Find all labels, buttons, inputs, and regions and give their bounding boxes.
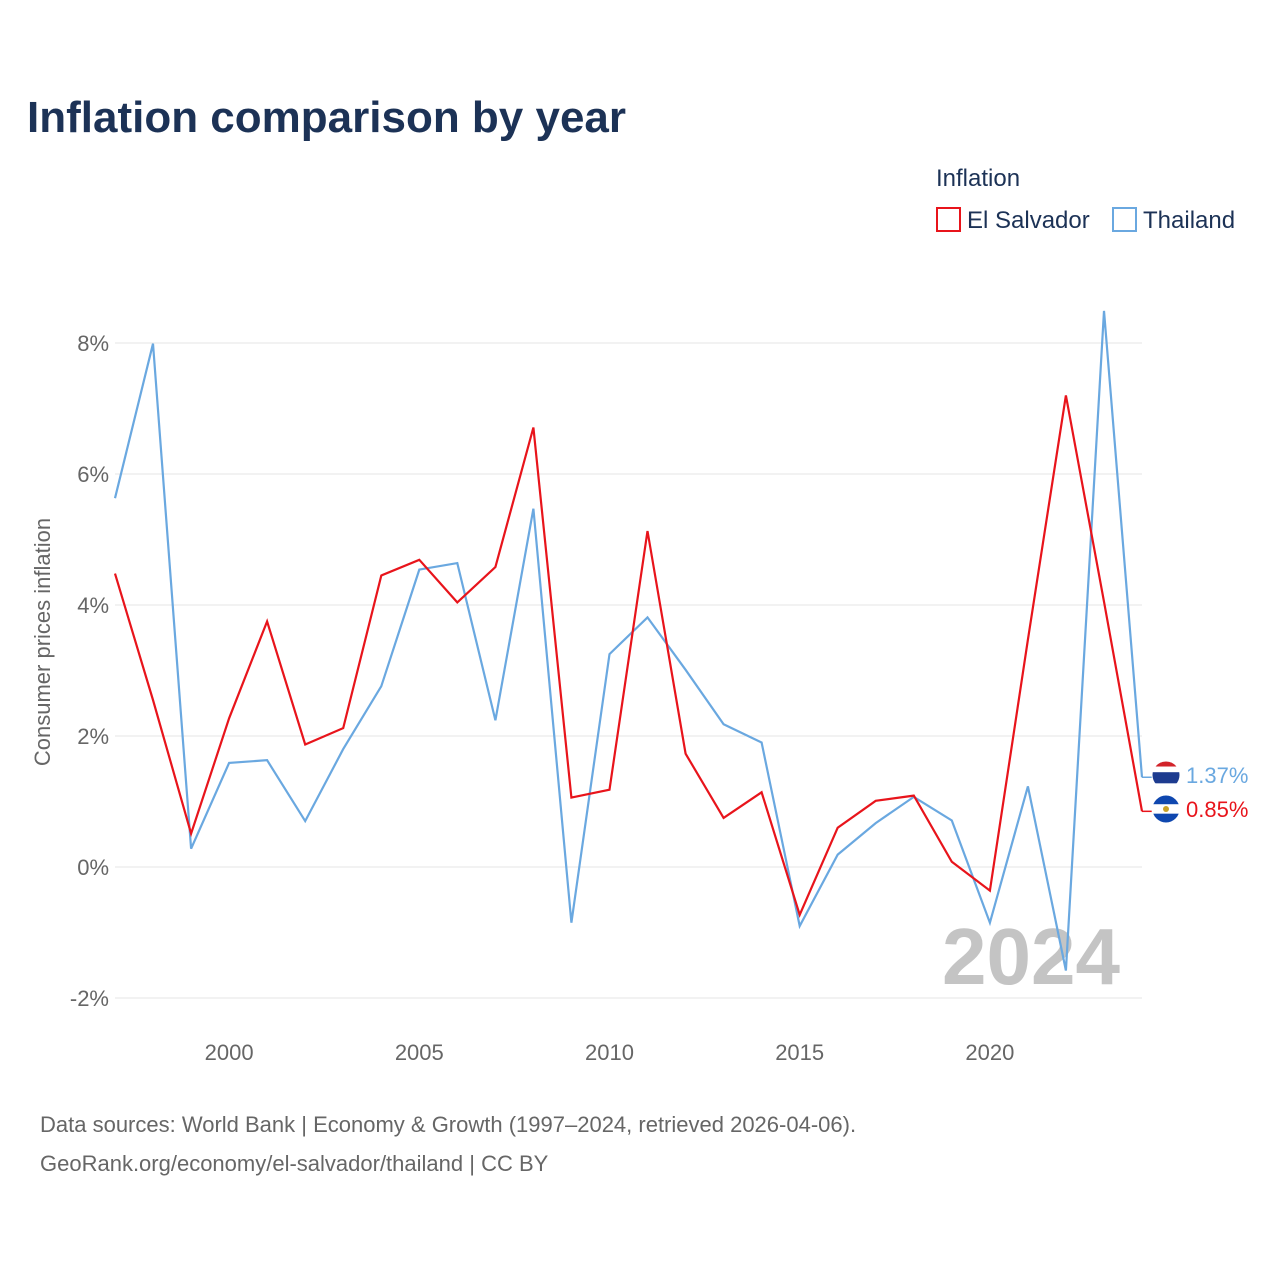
data-point-thailand[interactable] — [836, 853, 840, 857]
end-value-label-el-salvador: 0.85% — [1186, 797, 1248, 822]
data-point-el-salvador[interactable] — [493, 565, 497, 569]
data-point-thailand[interactable] — [1026, 784, 1030, 788]
data-point-el-salvador[interactable] — [798, 913, 802, 917]
data-point-thailand[interactable] — [455, 561, 459, 565]
y-tick-label: 6% — [77, 462, 109, 487]
legend-label-thailand: Thailand — [1143, 207, 1235, 234]
source-line-2[interactable]: GeoRank.org/economy/el-salvador/thailand… — [40, 1151, 549, 1176]
data-point-thailand[interactable] — [1064, 968, 1068, 972]
data-point-thailand[interactable] — [569, 921, 573, 925]
data-point-el-salvador[interactable] — [646, 529, 650, 533]
data-point-thailand[interactable] — [684, 668, 688, 672]
data-point-thailand[interactable] — [151, 342, 155, 346]
data-point-thailand[interactable] — [227, 761, 231, 765]
data-point-el-salvador[interactable] — [379, 574, 383, 578]
flag-icon-thailand — [1151, 760, 1181, 790]
data-point-el-salvador[interactable] — [874, 799, 878, 803]
data-point-thailand[interactable] — [988, 921, 992, 925]
data-point-thailand[interactable] — [531, 507, 535, 511]
series-lines — [113, 309, 1144, 972]
data-point-el-salvador[interactable] — [912, 794, 916, 798]
legend-title: Inflation — [936, 165, 1020, 192]
y-tick-label: 8% — [77, 331, 109, 356]
x-tick-label: 2000 — [205, 1040, 254, 1065]
data-point-el-salvador[interactable] — [227, 716, 231, 720]
gridlines — [115, 342, 1142, 999]
data-point-thailand[interactable] — [874, 821, 878, 825]
data-point-el-salvador[interactable] — [950, 860, 954, 864]
y-tick-label: 4% — [77, 593, 109, 618]
data-point-thailand[interactable] — [379, 684, 383, 688]
data-point-el-salvador[interactable] — [1064, 393, 1068, 397]
data-point-thailand[interactable] — [1102, 309, 1106, 313]
data-point-thailand[interactable] — [417, 568, 421, 572]
data-point-el-salvador[interactable] — [417, 558, 421, 562]
y-tick-label: 0% — [77, 855, 109, 880]
legend-item-thailand[interactable]: Thailand — [1112, 207, 1235, 234]
data-point-thailand[interactable] — [950, 818, 954, 822]
chart-title: Inflation comparison by year — [27, 93, 626, 142]
x-axis-ticks: 2000 2005 2010 2015 2020 — [205, 1040, 1015, 1065]
data-point-thailand[interactable] — [607, 652, 611, 656]
y-tick-label: 2% — [77, 724, 109, 749]
data-point-el-salvador[interactable] — [265, 619, 269, 623]
x-tick-label: 2020 — [965, 1040, 1014, 1065]
x-tick-label: 2015 — [775, 1040, 824, 1065]
data-point-el-salvador[interactable] — [113, 572, 117, 576]
end-value-label-thailand: 1.37% — [1186, 763, 1248, 788]
y-axis-label: Consumer prices inflation — [30, 518, 55, 766]
data-point-el-salvador[interactable] — [836, 826, 840, 830]
data-point-thailand[interactable] — [189, 847, 193, 851]
data-point-el-salvador[interactable] — [303, 743, 307, 747]
data-point-thailand[interactable] — [646, 615, 650, 619]
data-point-el-salvador[interactable] — [1026, 638, 1030, 642]
data-point-el-salvador[interactable] — [988, 889, 992, 893]
legend-swatch-thailand — [1112, 207, 1137, 232]
data-point-el-salvador[interactable] — [531, 425, 535, 429]
data-point-thailand[interactable] — [722, 722, 726, 726]
data-point-el-salvador[interactable] — [569, 796, 573, 800]
y-tick-label: -2% — [70, 986, 109, 1011]
data-point-el-salvador[interactable] — [189, 832, 193, 836]
data-point-el-salvador[interactable] — [341, 726, 345, 730]
end-labels: 0.85% 1.37% — [1142, 760, 1248, 824]
data-point-thailand[interactable] — [341, 747, 345, 751]
data-point-thailand[interactable] — [760, 741, 764, 745]
data-point-el-salvador[interactable] — [455, 600, 459, 604]
x-tick-label: 2010 — [585, 1040, 634, 1065]
series-line-thailand[interactable] — [113, 310, 1144, 971]
y-axis-ticks: -2% 0% 2% 4% 6% 8% — [70, 331, 109, 1011]
data-point-el-salvador[interactable] — [684, 752, 688, 756]
data-point-thailand[interactable] — [493, 718, 497, 722]
data-point-thailand[interactable] — [113, 496, 117, 500]
year-watermark: 2024 — [942, 912, 1120, 1001]
data-point-el-salvador[interactable] — [607, 788, 611, 792]
data-point-el-salvador[interactable] — [151, 698, 155, 702]
flag-icon-el-salvador — [1151, 794, 1181, 824]
legend-swatch-el-salvador — [936, 207, 961, 232]
source-line-1: Data sources: World Bank | Economy & Gro… — [40, 1112, 856, 1137]
data-point-thailand[interactable] — [798, 924, 802, 928]
legend-item-el-salvador[interactable]: El Salvador — [936, 207, 1090, 234]
x-tick-label: 2005 — [395, 1040, 444, 1065]
data-point-thailand[interactable] — [303, 819, 307, 823]
data-point-el-salvador[interactable] — [1102, 600, 1106, 604]
data-point-thailand[interactable] — [265, 758, 269, 762]
legend-label-el-salvador: El Salvador — [967, 207, 1090, 234]
series-line-el-salvador[interactable] — [113, 395, 1144, 918]
data-point-el-salvador[interactable] — [760, 790, 764, 794]
data-point-el-salvador[interactable] — [722, 816, 726, 820]
